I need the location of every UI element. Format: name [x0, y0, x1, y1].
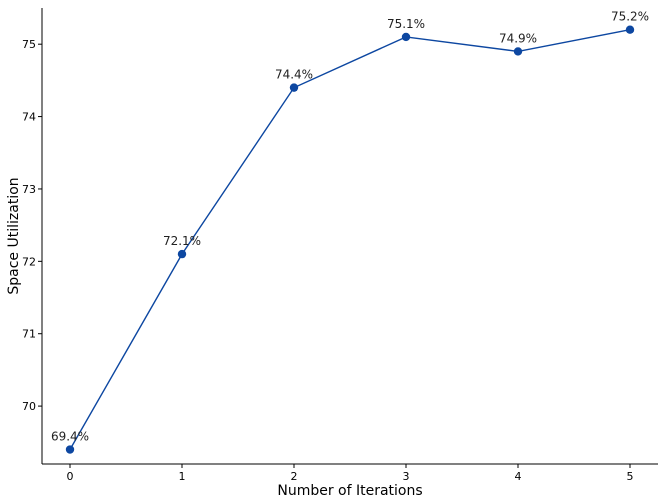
x-tick-label: 5	[627, 470, 634, 483]
data-label: 69.4%	[51, 430, 89, 444]
x-tick-label: 1	[179, 470, 186, 483]
data-label: 75.2%	[611, 10, 649, 24]
y-tick-label: 73	[22, 183, 36, 196]
data-labels: 69.4% 72.1% 74.4% 75.1% 74.9% 75.2%	[51, 10, 649, 444]
y-axis-label: Space Utilization	[6, 177, 22, 294]
series-line	[70, 30, 630, 450]
y-tick-label: 74	[22, 111, 36, 124]
data-point	[626, 26, 634, 34]
y-tick-label: 71	[22, 328, 36, 341]
data-label: 74.9%	[499, 31, 537, 45]
x-tick-label: 3	[403, 470, 410, 483]
x-tick-label: 2	[291, 470, 298, 483]
x-axis-label: Number of Iterations	[277, 483, 422, 499]
series	[66, 26, 634, 454]
y-tick-label: 75	[22, 38, 36, 51]
data-point	[514, 47, 522, 55]
axes	[42, 8, 658, 464]
x-tick-label: 4	[515, 470, 522, 483]
data-point	[66, 445, 74, 453]
ticks: 0 1 2 3 4 5 70 71 72 73 74 75	[22, 38, 634, 483]
data-point	[290, 83, 298, 91]
y-tick-label: 70	[22, 400, 36, 413]
data-point	[178, 250, 186, 258]
data-label: 72.1%	[163, 234, 201, 248]
data-point	[402, 33, 410, 41]
y-tick-label: 72	[22, 255, 36, 268]
x-tick-label: 0	[67, 470, 74, 483]
data-label: 74.4%	[275, 68, 313, 82]
data-label: 75.1%	[387, 17, 425, 31]
